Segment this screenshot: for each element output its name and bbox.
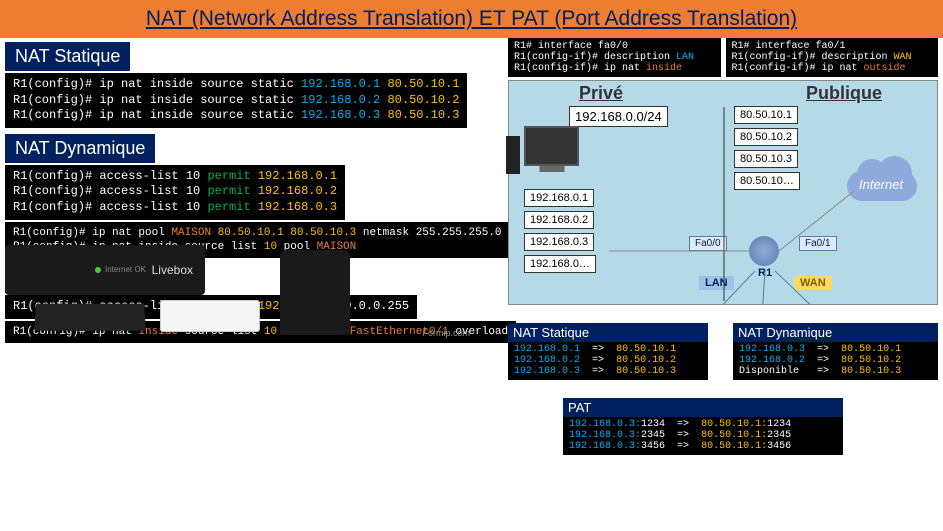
router-wan-config: R1# interface fa0/1 R1(config-if)# descr…	[726, 38, 939, 77]
main-header: NAT (Network Address Translation) ET PAT…	[0, 0, 943, 38]
right-column: R1# interface fa0/0 R1(config-if)# descr…	[508, 38, 938, 307]
nat-dynamique-header: NAT Dynamique	[5, 134, 155, 163]
wan-badge: WAN	[794, 276, 832, 290]
nat-statique-header: NAT Statique	[5, 42, 130, 71]
network-addr: 192.168.0.0/24	[569, 106, 668, 127]
watermark: Formip.com	[422, 328, 470, 338]
fa00-label: Fa0/0	[689, 236, 727, 251]
network-diagram: Privé Publique 192.168.0.0/24 192.168.0.…	[508, 80, 938, 305]
pc-icon	[524, 126, 579, 166]
result-nat-dynamique: NAT Dynamique 192.168.0.3 => 80.50.10.1 …	[733, 323, 938, 380]
left-column: NAT Statique R1(config)# ip nat inside s…	[0, 38, 500, 345]
white-box-icon	[160, 300, 260, 332]
result-nat-statique: NAT Statique 192.168.0.1 => 80.50.10.1 1…	[508, 323, 708, 380]
publique-label: Publique	[806, 83, 882, 104]
page-title: NAT (Network Address Translation) ET PAT…	[146, 7, 797, 31]
internet-cloud-icon: Internet	[847, 161, 927, 211]
modem-icon	[280, 250, 350, 335]
lan-badge: LAN	[699, 276, 734, 290]
result-pat: PAT 192.168.0.3:1234 => 80.50.10.1:1234 …	[563, 398, 843, 455]
router-lan-config: R1# interface fa0/0 R1(config-if)# descr…	[508, 38, 721, 77]
prive-label: Privé	[579, 83, 623, 104]
device-images: Internet OK Livebox Formip.com	[5, 245, 485, 340]
livebox-icon: Internet OK Livebox	[5, 245, 205, 295]
nat-dynamique-acl: R1(config)# access-list 10 permit 192.16…	[5, 165, 345, 220]
settop-box-icon	[34, 304, 146, 331]
nat-statique-code: R1(config)# ip nat inside source static …	[5, 73, 467, 128]
router-icon	[749, 236, 779, 266]
fa01-label: Fa0/1	[799, 236, 837, 251]
